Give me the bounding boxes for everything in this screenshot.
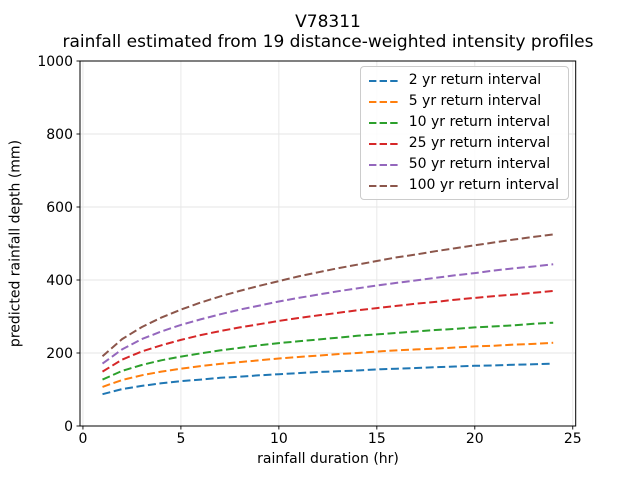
plot-border: [79, 60, 577, 427]
x-tick-label: 10: [270, 431, 288, 447]
y-tick-label: 1000: [37, 54, 73, 70]
chart-subtitle: rainfall estimated from 19 distance-weig…: [62, 31, 594, 52]
legend-label: 100 yr return interval: [408, 177, 559, 193]
legend-line-sample: [368, 121, 399, 124]
x-tick-label: 0: [78, 431, 87, 447]
legend-line-sample: [368, 100, 399, 103]
legend-label: 50 yr return interval: [408, 156, 551, 172]
chart-title: V78311: [295, 12, 361, 32]
y-tick-label: 0: [64, 419, 73, 435]
legend-item: 2 yr return interval: [368, 72, 559, 88]
legend-line-sample: [368, 79, 399, 82]
legend-item: 10 yr return interval: [368, 114, 559, 130]
legend-item: 5 yr return interval: [368, 93, 559, 109]
series-line-2-yr-return-interval: [102, 362, 554, 396]
legend: 2 yr return interval 5 yr return interval…: [359, 66, 569, 200]
legend-line-sample: [368, 142, 399, 145]
legend-line-sample: [368, 184, 399, 187]
x-tick-label: 25: [564, 431, 582, 447]
legend-label: 25 yr return interval: [408, 135, 551, 151]
series-line-5-yr-return-interval: [102, 341, 554, 388]
legend-label: 10 yr return interval: [408, 114, 551, 130]
series-line-100-yr-return-interval: [101, 233, 554, 358]
y-tick-label: 400: [46, 273, 73, 289]
x-tick-label: 15: [368, 431, 386, 447]
y-tick-label: 200: [46, 346, 73, 362]
x-tick-label: 20: [466, 431, 484, 447]
x-tick-label: 5: [176, 431, 185, 447]
legend-item: 25 yr return interval: [368, 135, 559, 151]
y-axis-label: predicted rainfall depth (mm): [7, 139, 24, 348]
series-line-50-yr-return-interval: [101, 263, 554, 365]
x-axis-label: rainfall duration (hr): [257, 451, 399, 467]
y-tick-label: 600: [46, 200, 73, 216]
legend-label: 2 yr return interval: [408, 72, 542, 88]
legend-item: 100 yr return interval: [368, 177, 559, 193]
series-line-25-yr-return-interval: [101, 289, 554, 373]
title-block: V78311 rainfall estimated from 19 distan…: [16, 12, 640, 52]
legend-item: 50 yr return interval: [368, 156, 559, 172]
legend-line-sample: [368, 163, 399, 166]
y-tick-label: 800: [46, 127, 73, 143]
legend-label: 5 yr return interval: [408, 93, 542, 109]
